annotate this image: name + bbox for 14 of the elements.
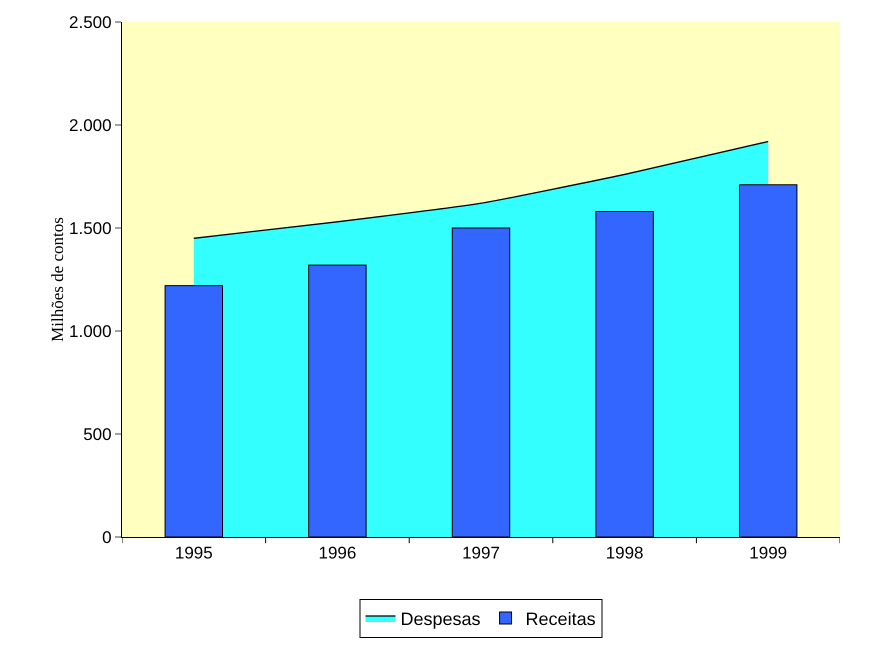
x-tick-label: 1996 xyxy=(318,543,356,562)
x-tick-label: 1995 xyxy=(174,543,213,562)
y-axis-title: Milhões de contos xyxy=(48,217,68,342)
y-tick-label: 0 xyxy=(102,528,112,547)
legend-label: Receitas xyxy=(526,609,596,630)
legend-label: Despesas xyxy=(400,609,481,630)
y-tick-label: 2.500 xyxy=(69,12,112,32)
x-tick-label: 1998 xyxy=(606,543,644,562)
y-tick-label: 2.000 xyxy=(69,116,112,135)
x-tick-label: 1997 xyxy=(462,543,500,562)
y-tick-label: 1.500 xyxy=(69,218,112,238)
x-tick-label: 1999 xyxy=(749,543,788,562)
y-tick-label: 500 xyxy=(83,424,112,444)
y-tick-label: 1.000 xyxy=(69,322,112,341)
